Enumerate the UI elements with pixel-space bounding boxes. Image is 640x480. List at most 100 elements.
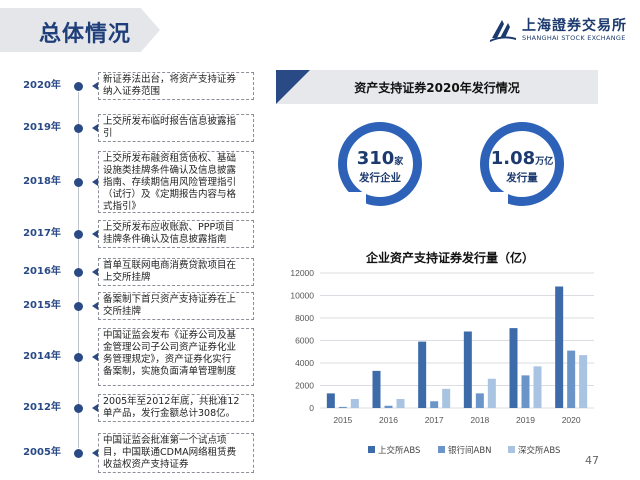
timeline-event: 备案制下首只资产支持证券在上 交所挂牌 xyxy=(98,292,254,320)
title-banner xyxy=(0,8,160,52)
y-tick-label: 10000 xyxy=(290,291,314,301)
stat-circle-gap xyxy=(346,192,366,206)
timeline-pointer-icon xyxy=(92,82,98,90)
section-header-title: 资产支持证券2020年发行情况 xyxy=(354,81,520,95)
bar-银行间ABN xyxy=(475,393,484,408)
timeline-event-line: 指南、存续期信用风险管理指引 xyxy=(103,177,237,188)
timeline-event-line: 金管理公司子公司资产证券化业 xyxy=(103,342,237,353)
x-tick-label: 2018 xyxy=(470,415,489,425)
timeline-year: 2017年 xyxy=(23,228,61,239)
timeline-event-line: 交所挂牌 xyxy=(103,306,142,317)
timeline-event-line: 上交所挂牌 xyxy=(103,272,151,283)
timeline-event: 中国证监会发布《证券公司及基 金管理公司子公司资产证券化业 务管理规定》，资产证券化… xyxy=(98,328,254,386)
timeline-pointer-icon xyxy=(92,124,98,132)
logo-name-cn: 上海證券交易所 xyxy=(522,18,627,34)
timeline-event-line: 目，中国联通CDMA网络租赁费 xyxy=(103,447,237,458)
timeline-event-line: 新证券法出台，将资产支持证券 xyxy=(103,74,237,85)
bar-银行间ABN xyxy=(567,350,576,408)
timeline-event: 中国证监会批准第一个试点项 目，中国联通CDMA网络租赁费 收益权资产支持证券 xyxy=(98,433,254,473)
timeline-event: 新证券法出台，将资产支持证券 纳入证券范围 xyxy=(98,72,254,100)
timeline-year: 2005年 xyxy=(23,447,61,458)
timeline-dot xyxy=(74,403,83,413)
timeline-pointer-icon xyxy=(92,178,98,186)
bar-深交所ABS xyxy=(579,355,588,408)
legend-label: 深交所ABS xyxy=(518,445,560,456)
bar-上交所ABS xyxy=(555,286,564,408)
x-tick-label: 2020 xyxy=(562,415,581,425)
page-number: 47 xyxy=(585,454,599,467)
timeline-year: 2019年 xyxy=(23,122,61,133)
timeline-event: 上交所发布融资租赁债权、基础 设施类挂牌条件确认及信息披露 指南、存续期信用风险管理… xyxy=(98,151,254,213)
timeline-dot xyxy=(74,448,83,458)
bar-银行间ABN xyxy=(384,405,393,408)
timeline-event-line: 单产品，发行金额总计308亿。 xyxy=(103,408,236,419)
timeline-pointer-icon xyxy=(92,404,98,412)
bar-深交所ABS xyxy=(442,388,451,408)
timeline-event-line: 设施类挂牌条件确认及信息披露 xyxy=(103,165,237,176)
y-tick-label: 4000 xyxy=(295,358,314,368)
timeline-dot xyxy=(74,177,83,187)
stat-volume-number: 1.08 xyxy=(490,148,536,169)
timeline-event-line: 首单互联网电商消费贷款项目在 xyxy=(103,260,237,271)
bar-上交所ABS xyxy=(418,341,427,408)
timeline-year: 2018年 xyxy=(23,176,61,187)
timeline-event: 上交所发布临时报告信息披露指引 xyxy=(98,114,254,142)
timeline-event-line: 中国证监会发布《证券公司及基 xyxy=(103,330,237,341)
y-tick-label: 6000 xyxy=(295,336,314,346)
bar-上交所ABS xyxy=(326,393,335,408)
timeline-year: 2016年 xyxy=(23,266,61,277)
timeline-event-line: 中国证监会批准第一个试点项 xyxy=(103,435,227,446)
timeline-event-line: 2005年至2012年底，共批准12 xyxy=(103,396,240,407)
timeline-dot xyxy=(74,123,83,133)
bar-银行间ABN xyxy=(430,401,439,408)
timeline-year: 2015年 xyxy=(23,300,61,311)
legend-swatch xyxy=(368,446,375,453)
timeline-event-line: 上交所发布融资租赁债权、基础 xyxy=(103,153,237,164)
timeline-event: 2005年至2012年底，共批准12 单产品，发行金额总计308亿。 xyxy=(98,394,254,422)
timeline-event: 首单互联网电商消费贷款项目在 上交所挂牌 xyxy=(98,258,254,286)
stat-companies-number: 310 xyxy=(356,148,395,169)
timeline-event-line: 务管理规定》，资产证券化实行 xyxy=(103,354,232,365)
timeline-event-line: 上交所发布应收账款、PPP项目 xyxy=(103,222,235,233)
timeline-dot xyxy=(74,81,83,91)
stat-circle-volume xyxy=(480,122,564,206)
timeline-event-line: 挂牌条件确认及信息披露指南 xyxy=(103,234,227,245)
timeline-pointer-icon xyxy=(92,302,98,310)
timeline-event-line: 引 xyxy=(103,128,113,139)
y-tick-label: 12000 xyxy=(290,268,314,278)
stat-volume-unit: 万亿 xyxy=(535,157,554,167)
stat-circle-gap xyxy=(488,192,508,206)
timeline-dot xyxy=(74,301,83,311)
y-tick-label: 0 xyxy=(309,403,314,413)
bar-深交所ABS xyxy=(533,366,542,408)
timeline-event: 上交所发布应收账款、PPP项目 挂牌条件确认及信息披露指南 xyxy=(98,220,254,248)
timeline-year: 2014年 xyxy=(23,351,61,362)
stat-volume-value: 1.08万亿 xyxy=(480,148,564,169)
y-tick-label: 8000 xyxy=(295,313,314,323)
page-title: 总体情况 xyxy=(38,22,131,47)
bar-深交所ABS xyxy=(487,378,496,408)
bar-深交所ABS xyxy=(396,399,405,408)
x-tick-label: 2015 xyxy=(333,415,352,425)
x-tick-label: 2016 xyxy=(379,415,398,425)
stat-companies-value: 310家 xyxy=(338,148,422,169)
timeline-dot xyxy=(74,229,83,239)
timeline-event-line: 上交所发布临时报告信息披露指 xyxy=(103,116,237,127)
legend-swatch xyxy=(508,446,515,453)
timeline-pointer-icon xyxy=(92,268,98,276)
timeline-year: 2012年 xyxy=(23,402,61,413)
legend-label: 银行间ABN xyxy=(448,445,492,456)
bar-深交所ABS xyxy=(350,399,359,408)
timeline-year: 2020年 xyxy=(23,80,61,91)
timeline-event-line: 纳入证券范围 xyxy=(103,86,161,97)
bar-上交所ABS xyxy=(463,331,472,408)
timeline-pointer-icon xyxy=(92,449,98,457)
chart-title: 企业资产支持证券发行量（亿） xyxy=(365,251,534,265)
exchange-logo: 上海證券交易所 SHANGHAI STOCK EXCHANGE xyxy=(488,14,633,46)
section-header xyxy=(276,70,598,104)
legend-label: 上交所ABS xyxy=(378,445,420,456)
sse-emblem-icon xyxy=(490,20,516,42)
stat-volume-label: 发行量 xyxy=(506,172,538,184)
bar-银行间ABN xyxy=(521,375,530,408)
stat-companies-unit: 家 xyxy=(394,157,404,167)
